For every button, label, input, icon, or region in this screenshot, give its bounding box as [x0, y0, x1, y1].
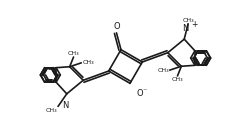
Text: CH₃: CH₃ [68, 51, 79, 56]
Text: +: + [190, 20, 196, 30]
Text: CH₃: CH₃ [45, 108, 57, 113]
Text: CH₃: CH₃ [182, 18, 193, 23]
Text: O: O [136, 89, 143, 98]
Text: CH₃: CH₃ [156, 68, 168, 73]
Text: CH₃: CH₃ [82, 60, 94, 65]
Text: ⁻: ⁻ [142, 86, 146, 95]
Text: N: N [181, 24, 188, 33]
Text: CH₃: CH₃ [171, 77, 182, 82]
Text: O: O [113, 22, 119, 31]
Text: N: N [62, 101, 69, 110]
